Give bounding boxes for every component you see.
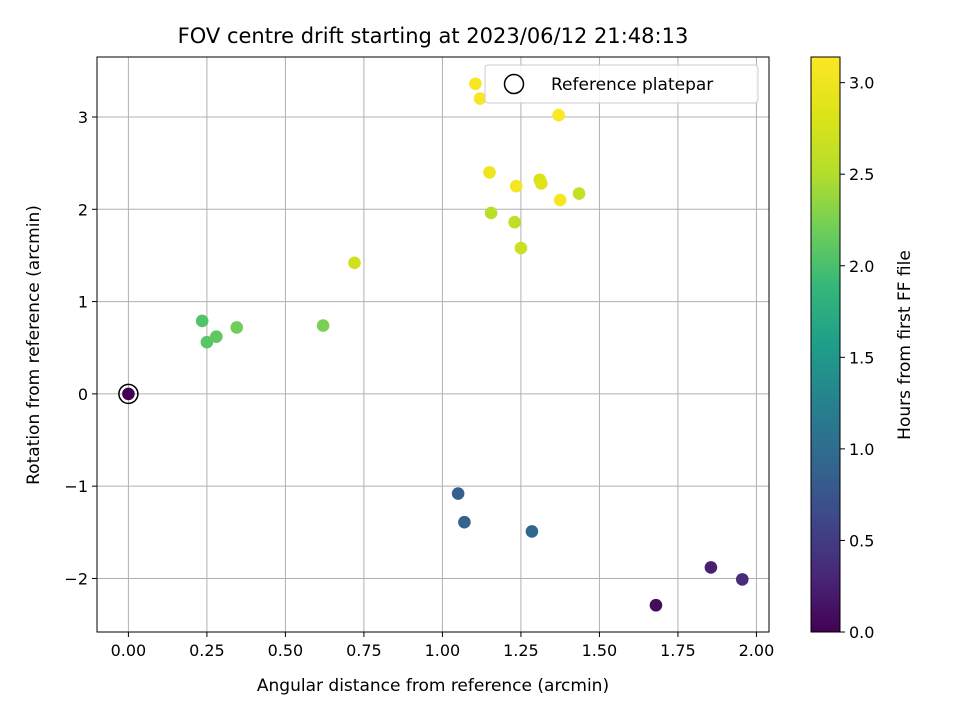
data-point (230, 321, 244, 334)
data-point (473, 92, 487, 105)
data-point (451, 487, 465, 500)
colorbar-tick-label: 0.5 (849, 531, 874, 550)
data-point (348, 256, 361, 270)
colorbar-tick-label: 1.0 (849, 440, 874, 459)
x-tick-label: 0.00 (111, 641, 147, 660)
colorbar: 0.0 0.5 1.0 1.5 2.0 2.5 3.0 Hours from first F… (810, 56, 915, 642)
data-point (200, 335, 214, 349)
y-tick-label: 1 (78, 293, 88, 312)
colorbar-label: Hours from first FF file (895, 250, 915, 440)
reference-platepar-marker (118, 383, 139, 405)
y-tick-label: 2 (78, 200, 88, 219)
data-point (483, 166, 496, 179)
data-point (195, 314, 209, 328)
data-point (552, 108, 565, 122)
data-points (122, 77, 749, 612)
data-point (469, 77, 482, 91)
y-tick-label: 3 (78, 108, 88, 127)
data-point (736, 573, 749, 586)
y-axis-ticks: −2 −1 0 1 2 3 (64, 108, 97, 588)
x-tick-label: 2.00 (739, 641, 775, 660)
colorbar-tick-label: 0.0 (849, 623, 874, 642)
legend-reference-marker (503, 73, 525, 95)
colorbar-tick-label: 2.5 (849, 165, 874, 184)
data-point (458, 515, 471, 529)
x-tick-label: 0.75 (346, 641, 382, 660)
data-point (535, 177, 548, 190)
data-point (316, 319, 330, 332)
colorbar-ticks: 0.0 0.5 1.0 1.5 2.0 2.5 3.0 (840, 74, 874, 642)
x-axis-ticks: 0.00 0.25 0.50 0.75 1.00 1.25 1.50 1.75 2.00 (111, 632, 775, 660)
legend: Reference platepar (484, 64, 759, 104)
y-tick-label: 0 (78, 385, 88, 404)
data-point (508, 215, 521, 229)
grid (97, 57, 769, 632)
x-tick-label: 0.50 (268, 641, 304, 660)
data-point (525, 525, 539, 538)
x-tick-label: 1.25 (503, 641, 539, 660)
data-point (572, 187, 586, 200)
x-tick-label: 1.00 (425, 641, 461, 660)
data-point (553, 193, 567, 207)
data-point (704, 561, 718, 574)
x-tick-label: 1.75 (660, 641, 696, 660)
x-axis-label: Angular distance from reference (arcmin) (257, 676, 609, 696)
data-point (514, 241, 528, 255)
colorbar-tick-label: 2.0 (849, 257, 874, 276)
y-tick-label: −2 (64, 569, 88, 588)
y-axis-label: Rotation from reference (arcmin) (24, 205, 44, 485)
colorbar-tick-label: 1.5 (849, 348, 874, 367)
plot-frame (96, 56, 770, 633)
reference-marker-layer (118, 383, 139, 405)
data-point (649, 598, 663, 612)
x-tick-label: 0.25 (189, 641, 225, 660)
chart-title: FOV centre drift starting at 2023/06/12 … (178, 24, 689, 48)
colorbar-gradient (810, 56, 841, 633)
data-point (122, 387, 135, 401)
y-tick-label: −1 (64, 477, 88, 496)
data-point (484, 206, 498, 220)
x-tick-label: 1.50 (582, 641, 618, 660)
colorbar-tick-label: 3.0 (849, 74, 874, 93)
legend-box (484, 64, 759, 104)
legend-entry-reference-platepar: Reference platepar (551, 75, 713, 95)
data-point (509, 179, 523, 193)
data-point (210, 330, 223, 343)
